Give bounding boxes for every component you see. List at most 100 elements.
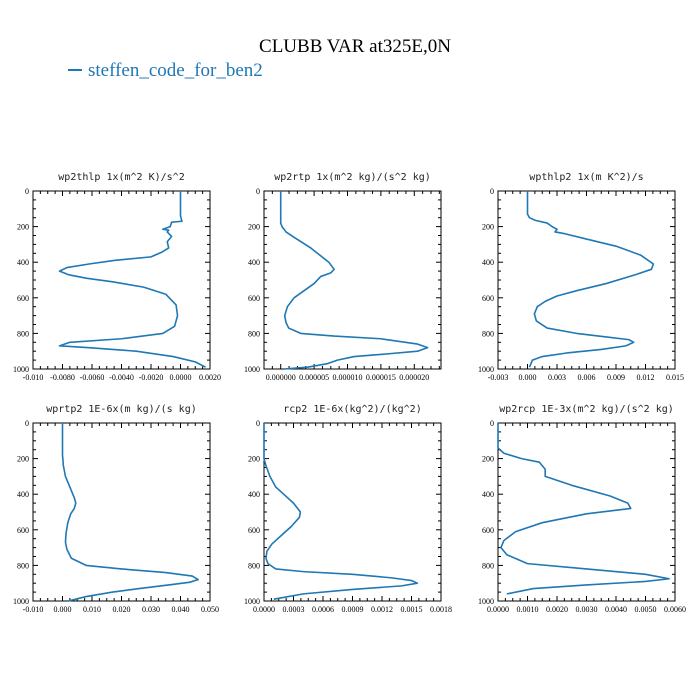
x-tick-label: 0.0030 xyxy=(576,605,598,614)
y-tick-label: 0 xyxy=(25,187,29,196)
profile-line xyxy=(497,423,670,595)
x-tick-label: -0.003 xyxy=(488,373,509,382)
x-tick-label: 0.0040 xyxy=(605,605,627,614)
x-tick-label: 0.000005 xyxy=(299,373,329,382)
x-tick-label: 0.000020 xyxy=(399,373,429,382)
y-tick-label: 600 xyxy=(248,294,260,303)
chart-panel-5: rcp2 1E-6x(kg^2)/(kg^2) 0 200 400 600 800 1000… xyxy=(244,404,452,614)
x-tick-label: 0.0020 xyxy=(199,373,221,382)
x-tick-label: 0.000 xyxy=(519,373,537,382)
x-tick-label: 0.0003 xyxy=(283,605,305,614)
x-tick-label: 0.0000 xyxy=(253,605,275,614)
y-tick-label: 600 xyxy=(482,294,494,303)
x-tick-label: 0.000 xyxy=(54,605,72,614)
page-title: CLUBB VAR at325E,0N xyxy=(259,36,451,57)
profile-line xyxy=(526,191,655,368)
x-tick-label: 0.0000 xyxy=(487,605,509,614)
x-tick-label: -0.010 xyxy=(23,605,44,614)
y-tick-label: 200 xyxy=(248,223,260,232)
x-tick-label: 0.0012 xyxy=(371,605,393,614)
chart-panel-3: wpthlp2 1x(m K^2)/s 0 200 400 600 800 1000-0.0… xyxy=(478,172,684,382)
y-tick-label: 400 xyxy=(482,258,494,267)
x-tick-label: 0.015 xyxy=(666,373,684,382)
x-tick-label: 0.050 xyxy=(201,605,219,614)
x-tick-label: 0.000015 xyxy=(366,373,396,382)
plot-frame xyxy=(32,190,211,370)
chart-panel-2: wp2rtp 1x(m^2 kg)/(s^2 kg) 0 200 400 600 800 1… xyxy=(244,172,442,382)
x-tick-label: 0.0050 xyxy=(635,605,657,614)
y-tick-label: 0 xyxy=(256,419,260,428)
plot-frame xyxy=(497,190,676,370)
y-tick-label: 0 xyxy=(490,419,494,428)
panel-title: wp2thlp 1x(m^2 K)/s^2 xyxy=(58,172,184,183)
plot-frame xyxy=(263,190,442,370)
y-tick-label: 1000 xyxy=(244,365,260,374)
y-tick-label: 1000 xyxy=(244,597,260,606)
legend-entry: steffen_code_for_ben2 xyxy=(68,60,263,82)
y-tick-label: 600 xyxy=(17,294,29,303)
x-tick-label: 0.000010 xyxy=(332,373,362,382)
y-tick-label: 200 xyxy=(248,455,260,464)
x-tick-label: 0.0006 xyxy=(312,605,334,614)
x-tick-label: 0.0020 xyxy=(546,605,568,614)
panel-title: wpthlp2 1x(m K^2)/s xyxy=(529,172,643,183)
x-tick-label: 0.010 xyxy=(83,605,101,614)
panel-title: wp2rcp 1E-3x(m^2 kg)/(s^2 kg) xyxy=(499,404,674,415)
y-tick-label: 400 xyxy=(17,258,29,267)
y-tick-label: 400 xyxy=(482,490,494,499)
profile-line xyxy=(279,191,429,370)
panel-title: rcp2 1E-6x(kg^2)/(kg^2) xyxy=(283,404,421,415)
y-tick-label: 200 xyxy=(482,223,494,232)
panel-title: wp2rtp 1x(m^2 kg)/(s^2 kg) xyxy=(274,172,431,183)
y-tick-label: 400 xyxy=(248,258,260,267)
y-tick-label: 0 xyxy=(256,187,260,196)
chart-panel-6: wp2rcp 1E-3x(m^2 kg)/(s^2 kg) 0 200 400 600 8… xyxy=(478,404,686,614)
y-tick-label: 200 xyxy=(482,455,494,464)
x-tick-label: 0.0015 xyxy=(401,605,423,614)
x-tick-label: -0.010 xyxy=(23,373,44,382)
y-tick-label: 800 xyxy=(248,329,260,338)
x-tick-label: 0.0009 xyxy=(342,605,364,614)
y-tick-label: 200 xyxy=(17,455,29,464)
y-tick-label: 400 xyxy=(17,490,29,499)
y-tick-label: 200 xyxy=(17,223,29,232)
y-tick-label: 600 xyxy=(482,526,494,535)
x-tick-label: 0.000000 xyxy=(266,373,296,382)
x-tick-label: 0.006 xyxy=(578,373,596,382)
x-tick-label: 0.0018 xyxy=(430,605,452,614)
chart-panel-4: wprtp2 1E-6x(m kg)/(s kg) 0 200 400 600 800 10… xyxy=(13,404,219,614)
y-tick-label: 800 xyxy=(482,561,494,570)
x-tick-label: -0.0060 xyxy=(80,373,105,382)
x-tick-label: -0.0020 xyxy=(139,373,164,382)
profile-line xyxy=(263,423,419,601)
x-tick-label: 0.040 xyxy=(172,605,190,614)
y-tick-label: 1000 xyxy=(13,597,29,606)
x-tick-label: -0.0080 xyxy=(50,373,75,382)
x-tick-label: 0.012 xyxy=(637,373,655,382)
x-tick-label: -0.0040 xyxy=(109,373,134,382)
panel-title: wprtp2 1E-6x(m kg)/(s kg) xyxy=(46,404,197,415)
y-tick-label: 800 xyxy=(482,329,494,338)
chart-panel-1: wp2thlp 1x(m^2 K)/s^202004006008001000-0… xyxy=(13,172,221,382)
x-tick-label: 0.0000 xyxy=(170,373,192,382)
profile-line xyxy=(58,191,206,368)
profile-line xyxy=(61,423,199,602)
y-tick-label: 1000 xyxy=(478,365,494,374)
legend-label: steffen_code_for_ben2 xyxy=(88,60,263,81)
y-tick-label: 0 xyxy=(490,187,494,196)
y-tick-label: 400 xyxy=(248,490,260,499)
y-tick-label: 600 xyxy=(248,526,260,535)
y-tick-label: 800 xyxy=(17,329,29,338)
x-tick-label: 0.0060 xyxy=(664,605,686,614)
x-tick-label: 0.009 xyxy=(607,373,625,382)
x-tick-label: 0.020 xyxy=(113,605,131,614)
y-tick-label: 800 xyxy=(248,561,260,570)
y-tick-label: 1000 xyxy=(13,365,29,374)
y-tick-label: 600 xyxy=(17,526,29,535)
legend-line-swatch xyxy=(68,68,82,71)
y-tick-label: 1000 xyxy=(478,597,494,606)
y-tick-label: 0 xyxy=(25,419,29,428)
x-tick-label: 0.003 xyxy=(548,373,566,382)
x-tick-label: 0.0010 xyxy=(517,605,539,614)
